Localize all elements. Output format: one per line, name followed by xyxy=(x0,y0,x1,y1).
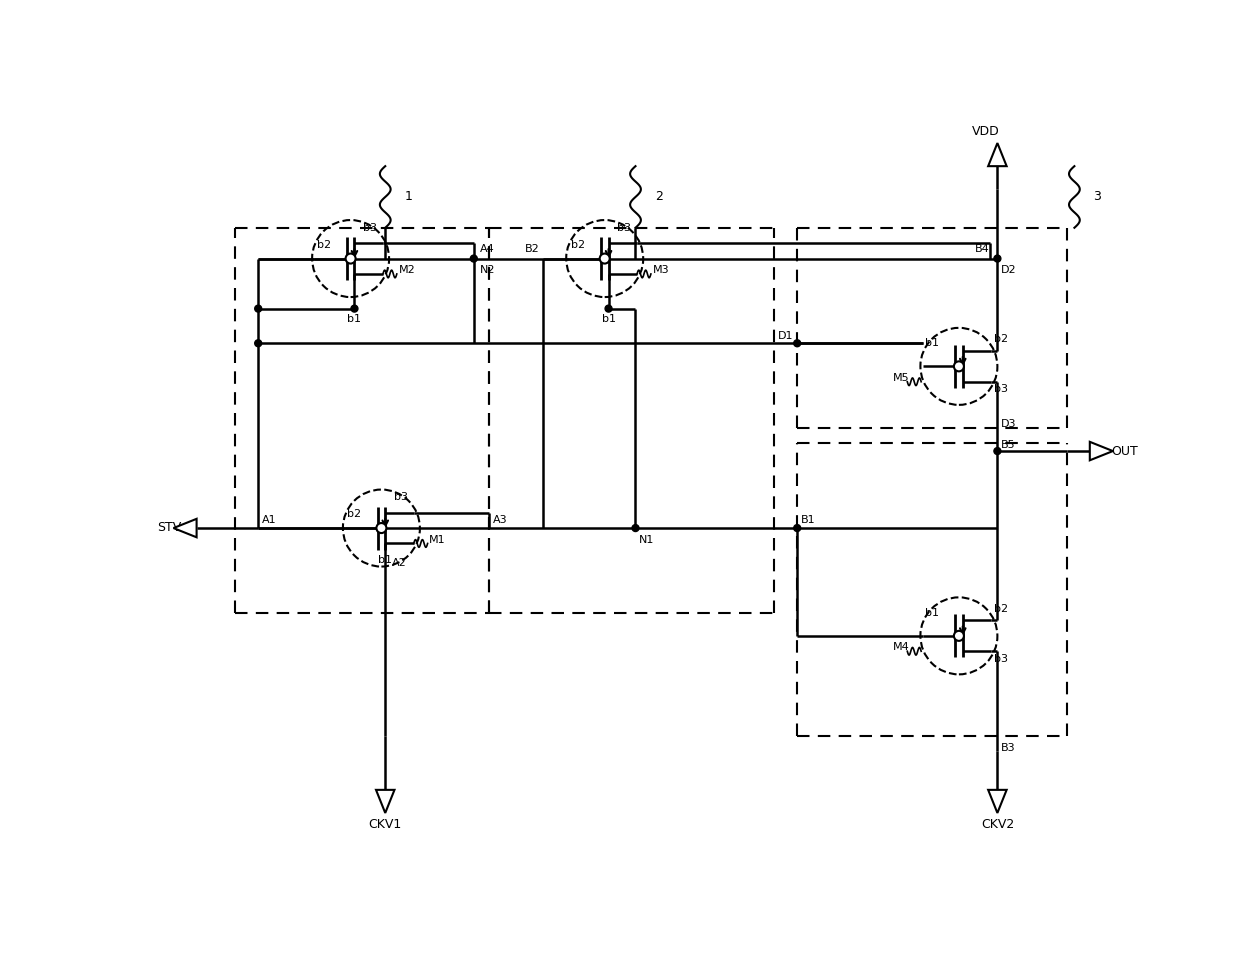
Circle shape xyxy=(254,305,262,312)
Text: B4: B4 xyxy=(975,244,990,254)
Text: B1: B1 xyxy=(801,515,816,525)
Circle shape xyxy=(794,340,801,347)
Circle shape xyxy=(600,253,610,264)
Circle shape xyxy=(346,253,356,264)
Circle shape xyxy=(794,525,801,532)
Circle shape xyxy=(954,631,963,641)
Text: N1: N1 xyxy=(640,535,655,544)
Circle shape xyxy=(470,255,477,262)
Text: b2: b2 xyxy=(316,240,331,249)
Text: b1: b1 xyxy=(378,555,392,565)
Text: b3: b3 xyxy=(363,223,377,233)
Circle shape xyxy=(954,361,963,371)
Text: b3: b3 xyxy=(994,654,1008,664)
Text: M5: M5 xyxy=(893,373,909,383)
Text: 2: 2 xyxy=(655,191,662,204)
Polygon shape xyxy=(988,790,1007,813)
Text: b1: b1 xyxy=(347,314,361,323)
Circle shape xyxy=(632,525,639,532)
Text: A3: A3 xyxy=(494,515,507,525)
Text: b3: b3 xyxy=(994,385,1008,394)
Text: D3: D3 xyxy=(1001,419,1017,430)
Text: A4: A4 xyxy=(480,244,495,254)
Text: CKV2: CKV2 xyxy=(981,818,1014,831)
Text: M4: M4 xyxy=(893,643,909,653)
Text: b1: b1 xyxy=(925,338,939,349)
Polygon shape xyxy=(988,143,1007,167)
Text: b1: b1 xyxy=(925,608,939,618)
Polygon shape xyxy=(376,790,394,813)
Text: b3: b3 xyxy=(618,223,631,233)
Text: 1: 1 xyxy=(404,191,412,204)
Text: b2: b2 xyxy=(994,604,1008,614)
Text: b3: b3 xyxy=(393,492,408,503)
Circle shape xyxy=(605,305,613,312)
Text: N2: N2 xyxy=(480,265,496,275)
Text: B3: B3 xyxy=(1001,742,1016,753)
Text: b2: b2 xyxy=(347,509,362,519)
Text: OUT: OUT xyxy=(1111,444,1138,458)
Text: B2: B2 xyxy=(525,244,539,254)
Circle shape xyxy=(994,448,1001,455)
Circle shape xyxy=(254,340,262,347)
Text: CKV1: CKV1 xyxy=(368,818,402,831)
Text: VDD: VDD xyxy=(972,125,999,138)
Text: M3: M3 xyxy=(652,265,670,275)
Text: A2: A2 xyxy=(392,558,407,568)
Polygon shape xyxy=(174,519,197,538)
Text: M1: M1 xyxy=(429,535,446,544)
Polygon shape xyxy=(1090,442,1112,461)
Text: B5: B5 xyxy=(1001,440,1016,450)
Text: STV: STV xyxy=(157,521,182,534)
Text: D2: D2 xyxy=(1001,265,1017,275)
Text: A1: A1 xyxy=(262,515,277,525)
Text: b2: b2 xyxy=(994,334,1008,345)
Text: 3: 3 xyxy=(1094,191,1101,204)
Circle shape xyxy=(351,305,358,312)
Text: b1: b1 xyxy=(601,314,615,323)
Text: M2: M2 xyxy=(398,265,415,275)
Circle shape xyxy=(994,255,1001,262)
Text: D1: D1 xyxy=(777,330,794,341)
Text: b2: b2 xyxy=(570,240,585,249)
Circle shape xyxy=(377,523,387,533)
